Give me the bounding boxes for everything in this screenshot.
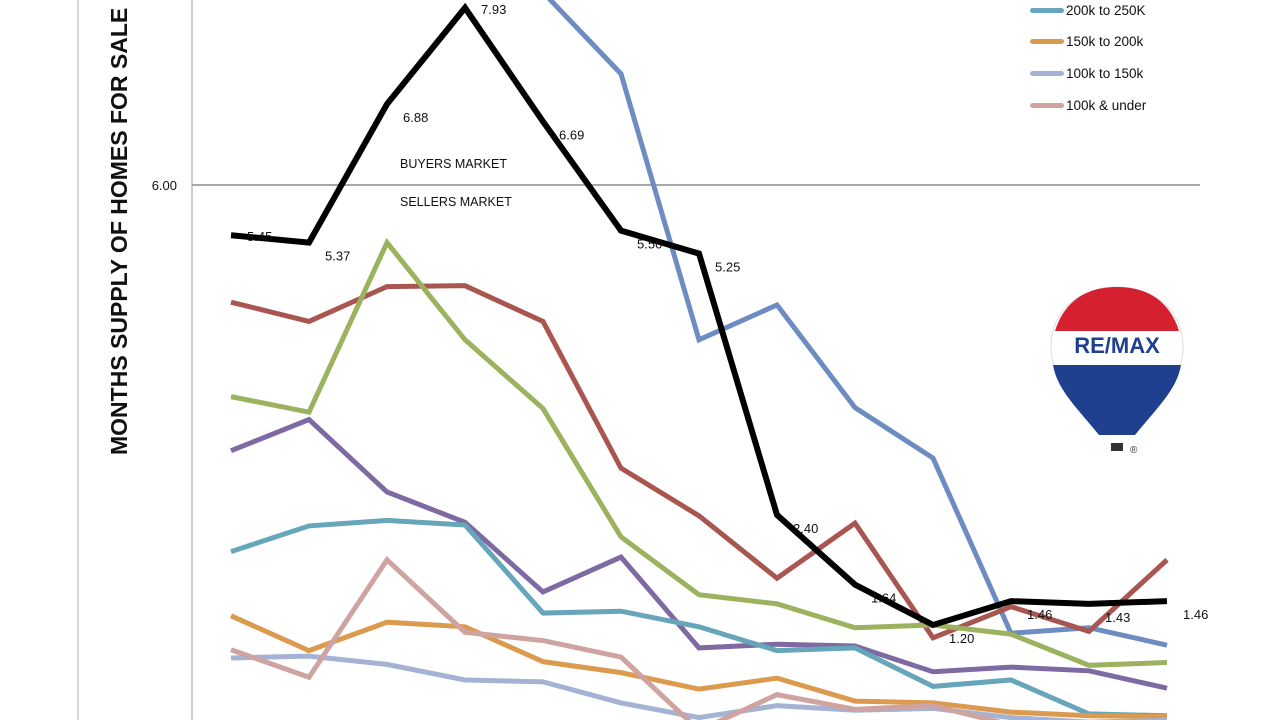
series-line-7 [230,556,1002,720]
data-label: 5.50 [637,237,662,252]
data-label-layer: 5.45 5.37 6.88 7.93 6.69 5.50 5.25 2.40 1.64 1.20… [247,2,1208,646]
registered-mark: ® [1130,445,1138,456]
series-line-0 [546,0,1168,648]
data-label: 7.93 [481,2,506,17]
data-label: 1.64 [871,591,896,606]
sellers-market-label: SELLERS MARKET [400,195,512,209]
legend-swatch [1030,38,1064,44]
series-layer [229,0,1169,720]
y-tick-label: 6.00 [152,178,177,193]
data-label: 1.20 [949,631,974,646]
data-label: 6.69 [559,128,584,143]
series-line-1 [230,283,1169,641]
legend-item[interactable]: 150k to 200k [1030,31,1143,51]
series-line-3 [230,416,1168,691]
legend-label: 200k to 250K [1066,2,1146,18]
legend-swatch [1030,70,1064,76]
data-label: 5.37 [325,249,350,264]
data-label: 5.25 [715,260,740,275]
legend-item[interactable]: 100k to 150k [1030,63,1143,83]
data-label: 1.46 [1183,607,1208,622]
series-line-8 [230,2,1168,629]
legend-item[interactable]: 100k & under [1030,95,1146,115]
remax-balloon-logo: RE/MAX ® [1050,286,1184,456]
data-label: 2.40 [793,521,818,536]
data-label: 6.88 [403,110,428,125]
logo-text: RE/MAX [1074,333,1160,358]
legend-swatch [1030,7,1064,13]
data-label: 1.43 [1105,610,1130,625]
buyers-market-label: BUYERS MARKET [400,157,507,171]
y-axis-title: MONTHS SUPPLY OF HOMES FOR SALE [106,7,132,455]
legend-swatch [1030,102,1064,108]
data-label: 5.45 [247,229,272,244]
series-line-6 [230,653,1167,720]
legend-label: 100k & under [1066,97,1147,113]
series-line-5 [229,613,1168,720]
legend-item[interactable]: 200k to 250K [1030,0,1146,20]
data-label: 1.46 [1027,607,1052,622]
legend-label: 100k to 150k [1066,65,1144,81]
series-line-4 [230,517,1168,719]
legend-label: 150k to 200k [1066,33,1144,49]
series-line-2 [230,237,1168,668]
